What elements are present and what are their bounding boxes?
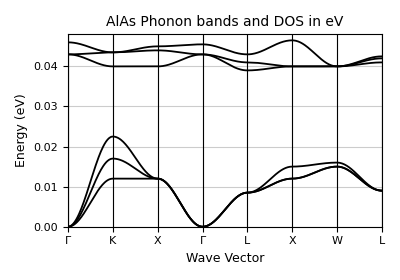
X-axis label: Wave Vector: Wave Vector <box>186 252 264 265</box>
Title: AlAs Phonon bands and DOS in eV: AlAs Phonon bands and DOS in eV <box>106 15 344 29</box>
Y-axis label: Energy (eV): Energy (eV) <box>15 94 28 167</box>
